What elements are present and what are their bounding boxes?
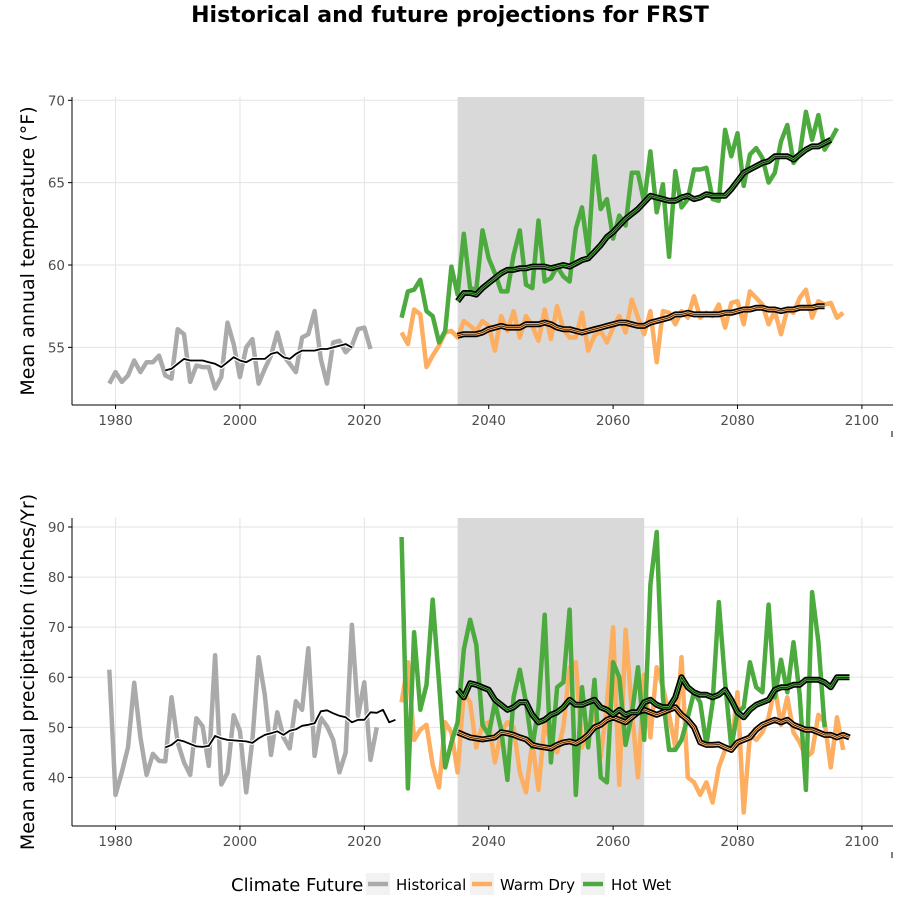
legend: Climate Future Historical Warm Dry Hot Wet [231, 873, 671, 896]
legend-label-historical: Historical [396, 876, 466, 894]
series-line-hot-wet [399, 529, 827, 798]
x-tick-label: 2100 [845, 413, 879, 429]
x-tick-label: 2080 [720, 413, 754, 429]
y-tick-label: 65 [48, 176, 65, 192]
x-tick-label: 2100 [845, 834, 879, 850]
x-tick-label: 1980 [98, 413, 132, 429]
legend-title: Climate Future [231, 875, 363, 896]
y-tick-label: 90 [48, 520, 65, 536]
series-line-hot-wet [399, 109, 839, 345]
x-tick-label: 2060 [596, 413, 630, 429]
legend-label-hot-wet: Hot Wet [611, 876, 671, 894]
y-tick-label: 40 [48, 770, 65, 786]
y-tick-label: 60 [48, 670, 65, 686]
y-tick-label: 50 [48, 720, 65, 736]
series-core-warm-dry-10yr [457, 305, 825, 337]
y-axis-label: Mean annual temperature (°F) [17, 106, 39, 395]
legend-label-warm-dry: Warm Dry [500, 876, 575, 894]
series-line-historical [107, 308, 373, 391]
x-tick-label: 2080 [720, 834, 754, 850]
series-line-historical [107, 622, 380, 798]
x-tick-label: 2020 [347, 413, 381, 429]
x-tick-label: 2060 [596, 834, 630, 850]
y-axis-label: Mean annual precipitation (inches/Yr) [17, 494, 39, 850]
series-core-hot-wet-10yr [457, 676, 850, 723]
x-tick-label: 2000 [223, 413, 257, 429]
chart-title: Historical and future projections for FR… [191, 3, 709, 28]
x-tick-label: 2000 [223, 834, 257, 850]
x-tick-label: 1980 [98, 834, 132, 850]
y-tick-label: 55 [48, 340, 65, 356]
precipitation-panel: 1980 2000 2020 2040 2060 2080 2100 40 50 60 70 80 90… [17, 494, 893, 858]
y-tick-label: 70 [48, 620, 65, 636]
x-tick-label: 2040 [472, 834, 506, 850]
series-line-historical-10yr [165, 343, 353, 372]
series-core-warm-dry-10yr [457, 706, 850, 751]
y-tick-label: 70 [48, 93, 65, 109]
y-tick-label: 80 [48, 570, 65, 586]
temperature-panel: 1980 2000 2020 2040 2060 2080 2100 55 60 65 70 Mean… [17, 93, 893, 437]
x-tick-label: 2040 [472, 413, 506, 429]
series-core-hot-wet-10yr [457, 139, 831, 302]
x-tick-label: 2020 [347, 834, 381, 850]
y-tick-label: 60 [48, 258, 65, 274]
series-line-historical-10yr [164, 708, 396, 749]
